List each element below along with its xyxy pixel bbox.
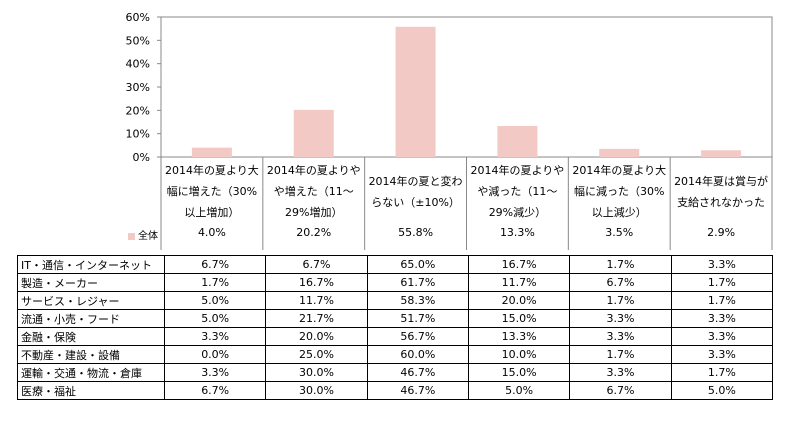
row-label: 不動産・建設・設備: [17, 345, 165, 364]
table-cell: 5.0%: [163, 309, 267, 328]
data-label: 3.5%: [605, 226, 634, 239]
row-label: 運輸・交通・物流・倉庫: [17, 363, 165, 382]
table-cell: 1.7%: [670, 363, 773, 382]
data-label: 13.3%: [499, 226, 535, 239]
y-tick-label: 50%: [126, 34, 150, 47]
table-cell: 16.7%: [467, 255, 571, 274]
data-label: 2.9%: [707, 226, 736, 239]
table-cell: 6.7%: [569, 273, 672, 292]
table-cell: 11.7%: [467, 273, 571, 292]
data-label: 55.8%: [398, 226, 434, 239]
table-cell: 3.3%: [569, 327, 672, 346]
table-cell: 16.7%: [265, 273, 368, 292]
category-label: 2014年の夏と変わ らない（±10%）: [368, 175, 463, 209]
table-cell: 20.0%: [265, 327, 368, 346]
table-cell: 3.3%: [670, 327, 773, 346]
table-cell: 56.7%: [366, 327, 469, 346]
y-tick-label: 40%: [126, 58, 150, 71]
legend-label: 全体: [138, 231, 158, 242]
industry-breakdown-table: IT・通信・インターネット 6.7% 6.7% 65.0% 16.7% 1.7% 3.3% 製…: [17, 255, 773, 400]
table-cell: 6.7%: [569, 381, 672, 400]
y-tick-label: 30%: [126, 81, 150, 94]
table-cell: 58.3%: [366, 291, 469, 310]
table-cell: 3.3%: [670, 309, 773, 328]
table-cell: 1.7%: [569, 345, 672, 364]
bar: [191, 147, 232, 157]
bar: [293, 109, 334, 157]
data-label: 20.2%: [296, 226, 332, 239]
bar: [599, 148, 640, 157]
table-cell: 5.0%: [163, 291, 267, 310]
table-cell: 5.0%: [670, 381, 773, 400]
table-cell: 3.3%: [569, 309, 672, 328]
legend: 全体: [128, 227, 158, 242]
data-label: 4.0%: [197, 226, 226, 239]
row-label: IT・通信・インターネット: [17, 255, 165, 274]
bar: [395, 26, 436, 157]
legend-swatch: [128, 232, 135, 240]
table-cell: 5.0%: [467, 381, 571, 400]
y-tick-label: 0%: [133, 151, 150, 164]
table-cell: 1.7%: [569, 291, 672, 310]
table-cell: 6.7%: [163, 255, 267, 274]
table-row: サービス・レジャー 5.0% 11.7% 58.3% 20.0% 1.7% 1.7%: [17, 291, 773, 310]
table-cell: 21.7%: [265, 309, 368, 328]
y-tick-label: 20%: [126, 104, 150, 117]
category-label: 2014年夏は賞与が 支給されなかった: [674, 175, 769, 209]
y-tick-label: 10%: [126, 128, 150, 141]
table-cell: 30.0%: [265, 381, 368, 400]
bar: [497, 125, 538, 157]
table-cell: 1.7%: [670, 273, 773, 292]
table-cell: 30.0%: [265, 363, 368, 382]
y-tick-label: 60%: [126, 11, 150, 24]
table-cell: 51.7%: [366, 309, 469, 328]
bar-chart: 0% 10% 20% 30% 40% 50% 60%: [126, 11, 773, 250]
table-cell: 3.3%: [670, 345, 773, 364]
table-cell: 20.0%: [467, 291, 571, 310]
table-cell: 1.7%: [163, 273, 267, 292]
row-label: 製造・メーカー: [17, 273, 165, 292]
table-cell: 13.3%: [467, 327, 571, 346]
category-label: 2014年の夏より大 幅に増えた（30% 以上増加）: [165, 164, 259, 219]
table-cell: 6.7%: [265, 255, 368, 274]
row-label: 流通・小売・フード: [17, 309, 165, 328]
table-cell: 3.3%: [163, 363, 267, 382]
table-row: 運輸・交通・物流・倉庫 3.3% 30.0% 46.7% 15.0% 3.3% 1.7%: [17, 363, 773, 382]
table-cell: 1.7%: [670, 291, 773, 310]
table-cell: 3.3%: [569, 363, 672, 382]
table-cell: 1.7%: [569, 255, 672, 274]
table-row: 製造・メーカー 1.7% 16.7% 61.7% 11.7% 6.7% 1.7%: [17, 273, 773, 292]
table-cell: 3.3%: [670, 255, 773, 274]
table-row: 流通・小売・フード 5.0% 21.7% 51.7% 15.0% 3.3% 3.3%: [17, 309, 773, 328]
table-row: IT・通信・インターネット 6.7% 6.7% 65.0% 16.7% 1.7% 3.3%: [17, 255, 773, 274]
table-cell: 46.7%: [366, 363, 469, 382]
table-cell: 6.7%: [163, 381, 267, 400]
table-cell: 10.0%: [467, 345, 571, 364]
table-row: 医療・福祉 6.7% 30.0% 46.7% 5.0% 6.7% 5.0%: [17, 381, 773, 400]
row-label: 医療・福祉: [17, 381, 165, 400]
table-row: 金融・保険 3.3% 20.0% 56.7% 13.3% 3.3% 3.3%: [17, 327, 773, 346]
table-cell: 61.7%: [366, 273, 469, 292]
table-cell: 60.0%: [366, 345, 469, 364]
table-cell: 25.0%: [265, 345, 368, 364]
table-cell: 65.0%: [366, 255, 469, 274]
bar: [701, 150, 742, 157]
plot-frame: [160, 16, 773, 158]
table-cell: 46.7%: [366, 381, 469, 400]
row-label: サービス・レジャー: [17, 291, 165, 310]
row-label: 金融・保険: [17, 327, 165, 346]
category-label: 2014年の夏よりや や減った（11～ 29%減少）: [470, 164, 565, 219]
table-cell: 11.7%: [265, 291, 368, 310]
table-row: 不動産・建設・設備 0.0% 25.0% 60.0% 10.0% 1.7% 3.3%: [17, 345, 773, 364]
category-label: 2014年の夏よりや や増えた（11～ 29%増加）: [266, 164, 361, 219]
category-label: 2014年の夏より大 幅に減った（30% 以上減少）: [572, 164, 667, 219]
table-cell: 3.3%: [163, 327, 267, 346]
table-cell: 0.0%: [163, 345, 267, 364]
table-cell: 15.0%: [467, 309, 571, 328]
table-cell: 15.0%: [467, 363, 571, 382]
